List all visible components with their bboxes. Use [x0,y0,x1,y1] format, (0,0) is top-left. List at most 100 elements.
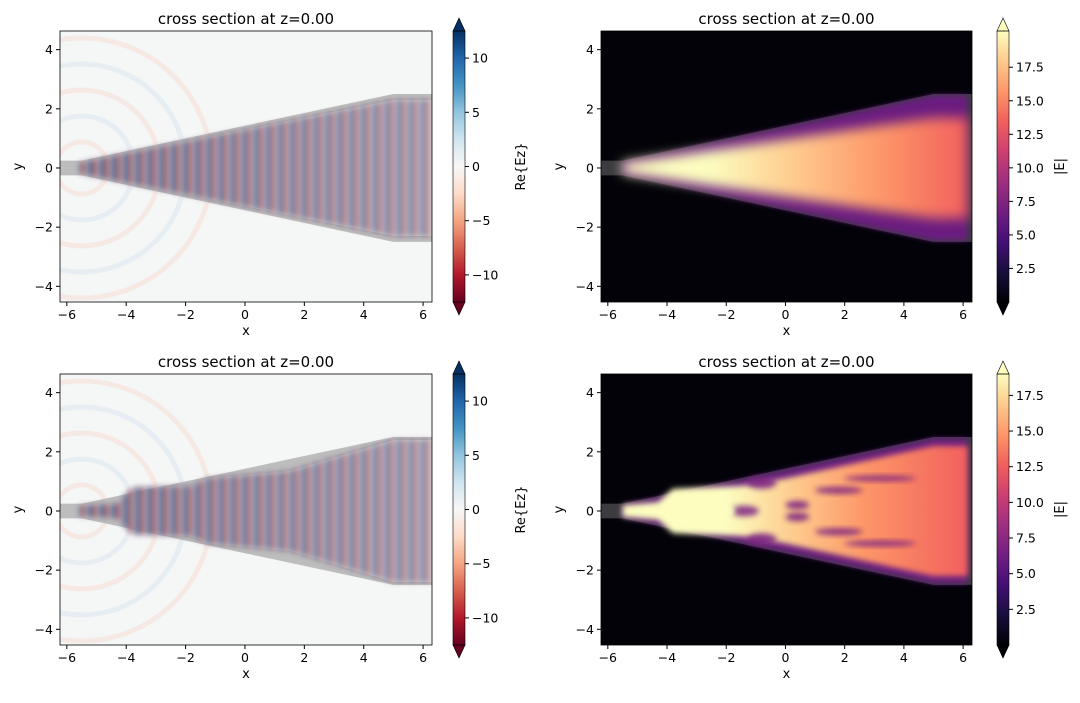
colorbar-tick-label: 5.0 [1016,227,1036,242]
colorbar-tick-label: −10 [472,267,498,282]
y-tick-label: −4 [576,279,594,294]
colorbar-tick-label: 2.5 [1016,261,1036,276]
y-axis-label: y [552,505,567,513]
y-tick-label: −2 [35,220,53,235]
plot-title: cross section at z=0.00 [158,353,334,371]
y-tick-label: 0 [45,160,53,175]
colorbar-tick-label: −5 [472,556,490,571]
colorbar-extend-min [452,644,466,659]
y-tick-label: 2 [586,101,594,116]
colorbar-tick-label: 0 [472,502,480,517]
colorbar-label: Re{Ez} [514,142,529,190]
x-tick-label: 6 [419,650,427,665]
field-core [622,117,968,219]
colorbar-tick-label: 7.5 [1016,531,1036,546]
colorbar-tick-label: 0 [472,159,480,174]
interference-minimum [785,500,810,510]
colorbar-extend-min [996,644,1010,659]
colorbar-extend-min [996,301,1010,316]
y-axis-label: y [11,162,26,170]
plot-area [60,374,432,645]
x-tick-label: 0 [781,307,789,322]
colorbar-tick-label: 17.5 [1016,388,1044,403]
colorbar-label: |E| [1053,158,1068,175]
y-tick-label: 0 [45,503,53,518]
x-tick-label: 2 [841,650,849,665]
y-tick-label: 2 [45,444,53,459]
y-tick-label: −4 [35,622,53,637]
y-tick-label: 4 [45,385,53,400]
field-fade [78,440,432,582]
x-tick-label: −4 [658,650,676,665]
plot-area [60,31,432,302]
colorbar-tick-label: 17.5 [1016,60,1044,75]
colorbar-label: Re{Ez} [514,485,529,533]
x-tick-label: 6 [959,650,967,665]
colorbar-tick-label: −10 [472,610,498,625]
colorbar-tick-label: 10.0 [1016,495,1044,510]
interference-minimum [746,476,777,489]
x-tick-label: 0 [241,307,249,322]
plot-title: cross section at z=0.00 [698,353,874,371]
panel-2: −6 −4 −2 0 2 4 6 −4 −2 0 2 4 cross section at z=0.00… [552,10,1068,339]
x-tick-label: −2 [176,307,194,322]
y-tick-label: 4 [586,385,594,400]
colorbar-tick-label: 5.0 [1016,566,1036,581]
x-tick-label: 6 [959,307,967,322]
x-axis-label: x [783,667,791,682]
x-axis-label: x [783,324,791,339]
x-tick-label: 4 [900,650,908,665]
x-tick-label: 0 [781,650,789,665]
colorbar [997,374,1009,645]
colorbar-tick-label: 10.0 [1016,160,1044,175]
x-tick-label: −2 [717,650,735,665]
x-tick-label: −2 [717,307,735,322]
colorbar-label: |E| [1053,501,1068,518]
x-tick-label: −4 [117,650,135,665]
colorbar [453,31,465,302]
interference-maximum [669,497,736,525]
x-axis-label: x [242,667,250,682]
colorbar-tick-label: 2.5 [1016,602,1036,617]
x-axis-label: x [242,324,250,339]
colorbar-tick-label: 5 [472,448,480,463]
colorbar-tick-label: 7.5 [1016,194,1036,209]
y-tick-label: −2 [35,563,53,578]
colorbar-frame [996,373,1010,646]
interference-minimum [785,512,810,522]
x-tick-label: −6 [58,650,76,665]
colorbar-frame [996,30,1010,303]
x-tick-label: 2 [841,307,849,322]
axes-frame [600,30,973,303]
x-tick-label: −6 [599,650,617,665]
colorbar-tick-label: 15.0 [1016,424,1044,439]
colorbar-extend-max [996,360,1010,375]
panel-4: −6 −4 −2 0 2 4 6 −4 −2 0 2 4 cross section at z=0.00… [552,353,1068,682]
axes-frame [600,373,973,646]
x-tick-label: −6 [58,307,76,322]
interference-minimum [814,528,863,536]
plot-area [601,374,972,645]
x-tick-label: −4 [658,307,676,322]
y-tick-label: −2 [576,563,594,578]
colorbar-tick-label: 15.0 [1016,93,1044,108]
x-tick-label: 4 [900,307,908,322]
interference-minimum [746,533,777,546]
x-tick-label: −6 [599,307,617,322]
y-tick-label: 4 [586,42,594,57]
panel-3: −6 −4 −2 0 2 4 6 −4 −2 0 2 4 cross section at z=0.00… [11,353,529,682]
colorbar [453,374,465,645]
colorbar-extend-max [452,17,466,32]
colorbar-tick-label: −5 [472,213,490,228]
interference-minimum [844,475,916,482]
colorbar-tick-label: 10 [472,51,488,66]
y-tick-label: 0 [586,503,594,518]
x-tick-label: −4 [117,307,135,322]
y-axis-label: y [11,505,26,513]
colorbar-tick-label: 12.5 [1016,459,1044,474]
colorbar-tick-label: 5 [472,105,480,120]
plot-area [601,31,972,302]
y-tick-label: 2 [45,101,53,116]
axes-frame [59,30,433,303]
interference-minimum [729,505,759,517]
